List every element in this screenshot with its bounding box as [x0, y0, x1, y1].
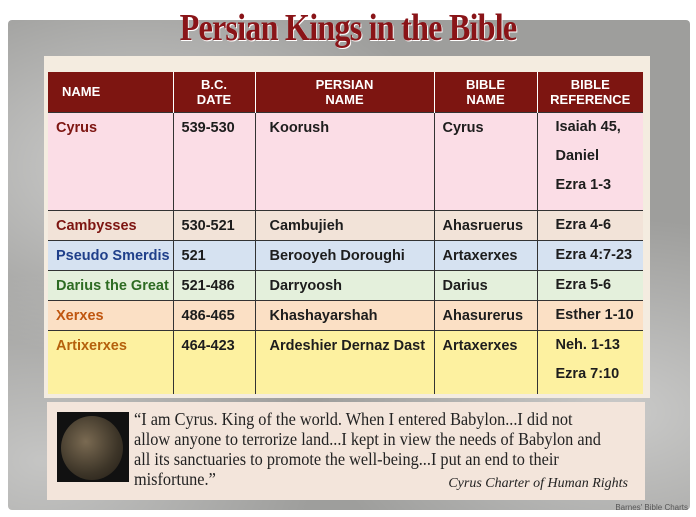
quote-box: [47, 402, 645, 500]
cell-ref: Isaiah 45, Daniel Ezra 1-3: [537, 111, 643, 210]
table-row: Xerxes 486-465 Khashayarshah Ahasurerus Esth…: [48, 299, 643, 330]
page-title: Persian Kings in the Bible: [179, 7, 518, 49]
cell-bible: Ahasruerus: [434, 209, 538, 240]
cell-persian: Berooyeh Doroughi: [255, 239, 435, 270]
cell-ref: Ezra 4-6: [537, 209, 643, 240]
cell-persian: Khashayarshah: [255, 299, 435, 330]
cell-bible: Artaxerxes: [434, 329, 538, 394]
reference-line: Neh. 1-13: [555, 336, 620, 353]
reference-line: Ezra 4-6: [555, 216, 612, 233]
kings-table: NAME B.C. DATE PERSIAN NAME BIBLE NAME BIBLE…: [48, 72, 643, 394]
table-row: Darius the Great 521-486 Darryoosh Darius Ez…: [48, 269, 643, 300]
cell-persian: Darryoosh: [255, 269, 435, 300]
cell-persian: Ardeshier Dernaz Dast: [255, 329, 435, 394]
reference-line: Ezra 4:7-23: [555, 246, 633, 263]
table-row: Artixerxes 464-423 Ardeshier Dernaz Dast Ar…: [48, 329, 643, 394]
cell-bible: Artaxerxes: [434, 239, 538, 270]
reference-line: Ezra 1-3: [555, 176, 612, 193]
cell-ref: Esther 1-10: [537, 299, 643, 330]
cell-date: 539-530: [173, 111, 256, 210]
table-header-row: NAME B.C. DATE PERSIAN NAME BIBLE NAME BIBLE…: [48, 72, 643, 112]
quote-text: “I am Cyrus. King of the world. When I e…: [134, 409, 601, 489]
cell-ref: Ezra 5-6: [537, 269, 643, 300]
cell-date: 464-423: [173, 329, 256, 394]
reference-line: Daniel: [555, 147, 600, 164]
cell-name: Darius the Great: [48, 269, 174, 300]
cell-ref: Neh. 1-13 Ezra 7:10: [537, 329, 643, 394]
column-header: NAME: [48, 72, 174, 112]
cell-date: 521-486: [173, 269, 256, 300]
reference-line: Isaiah 45,: [555, 118, 621, 135]
column-header: BIBLE NAME: [434, 72, 538, 112]
column-header: BIBLE REFERENCE: [537, 72, 643, 112]
cell-date: 530-521: [173, 209, 256, 240]
table-row: Pseudo Smerdis 521 Berooyeh Doroughi Artaxe…: [48, 239, 643, 270]
watermark: Barnes' Bible Charts: [615, 503, 688, 512]
reference-line: Ezra 5-6: [555, 276, 612, 293]
cell-date: 521: [173, 239, 256, 270]
cell-name: Artixerxes: [48, 329, 174, 394]
cell-date: 486-465: [173, 299, 256, 330]
cell-bible: Ahasurerus: [434, 299, 538, 330]
table-row: Cambysses 530-521 Cambujieh Ahasruerus Ezra …: [48, 209, 643, 240]
table-row: Cyrus 539-530 Koorush Cyrus Isaiah 45, Daniel…: [48, 111, 643, 210]
cell-name: Xerxes: [48, 299, 174, 330]
cell-name: Pseudo Smerdis: [48, 239, 174, 270]
quote-source: Cyrus Charter of Human Rights: [448, 476, 628, 491]
cell-bible: Darius: [434, 269, 538, 300]
reference-line: Esther 1-10: [555, 306, 634, 323]
cell-persian: Koorush: [255, 111, 435, 210]
coin-image: [57, 412, 129, 482]
cell-persian: Cambujieh: [255, 209, 435, 240]
reference-line: Ezra 7:10: [555, 365, 620, 382]
cell-name: Cambysses: [48, 209, 174, 240]
column-header: B.C. DATE: [173, 72, 256, 112]
column-header: PERSIAN NAME: [255, 72, 435, 112]
cell-ref: Ezra 4:7-23: [537, 239, 643, 270]
cell-bible: Cyrus: [434, 111, 538, 210]
cell-name: Cyrus: [48, 111, 174, 210]
